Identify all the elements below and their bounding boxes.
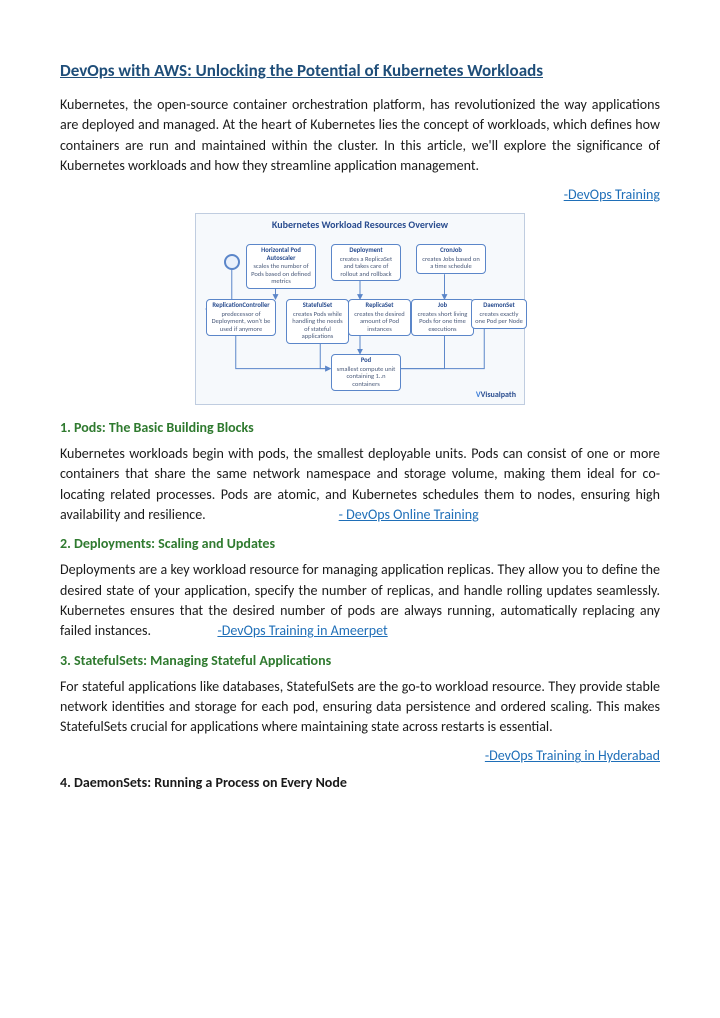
devops-training-link[interactable]: -DevOps Training xyxy=(564,186,660,203)
diagram-box-job: Job creates short living Pods for one ti… xyxy=(411,299,474,336)
section-2-body: Deployments are a key workload resource … xyxy=(60,560,660,641)
kubernetes-workload-diagram: Kubernetes Workload Resources Overview xyxy=(195,213,525,405)
diagram-box-deployment: Deployment creates a ReplicaSet and take… xyxy=(331,244,401,281)
section-1-body: Kubernetes workloads begin with pods, th… xyxy=(60,444,660,525)
diagram-box-pod: Pod smallest compute unit containing 1..… xyxy=(331,354,401,391)
diagram-container: Kubernetes Workload Resources Overview xyxy=(195,213,525,405)
diagram-box-statefulset: StatefulSet creates Pods while handling … xyxy=(286,299,349,343)
devops-training-ameerpet-link[interactable]: -DevOps Training in Ameerpet xyxy=(217,622,387,639)
section-3-heading: 3. StatefulSets: Managing Stateful Appli… xyxy=(60,652,660,669)
diagram-box-cronjob: CronJob creates Jobs based on a time sch… xyxy=(416,244,486,273)
link-row-4: -DevOps Training in Hyderabad xyxy=(60,747,660,764)
section-3-body: For stateful applications like databases… xyxy=(60,677,660,738)
page-title: DevOps with AWS: Unlocking the Potential… xyxy=(60,60,660,81)
diagram-box-repctrl: ReplicationController predecessor of Dep… xyxy=(206,299,276,336)
devops-online-training-link[interactable]: - DevOps Online Training xyxy=(339,506,479,523)
section-1-heading: 1. Pods: The Basic Building Blocks xyxy=(60,419,660,436)
diagram-box-replicaset: ReplicaSet creates the desired amount of… xyxy=(348,299,411,336)
diagram-box-hpa: Horizontal Pod Autoscaler scales the num… xyxy=(246,244,316,288)
devops-training-hyderabad-link[interactable]: -DevOps Training in Hyderabad xyxy=(485,747,660,764)
diagram-hub-icon xyxy=(224,254,240,270)
diagram-box-daemonset: DaemonSet creates exactly one Pod per No… xyxy=(471,299,527,328)
diagram-title: Kubernetes Workload Resources Overview xyxy=(196,214,524,231)
section-2-heading: 2. Deployments: Scaling and Updates xyxy=(60,535,660,552)
document-page: DevOps with AWS: Unlocking the Potential… xyxy=(0,0,720,839)
link-row-1: -DevOps Training xyxy=(60,186,660,203)
diagram-logo: VVisualpath xyxy=(476,390,516,400)
intro-paragraph: Kubernetes, the open-source container or… xyxy=(60,95,660,176)
section-4-heading: 4. DaemonSets: Running a Process on Ever… xyxy=(60,774,660,791)
